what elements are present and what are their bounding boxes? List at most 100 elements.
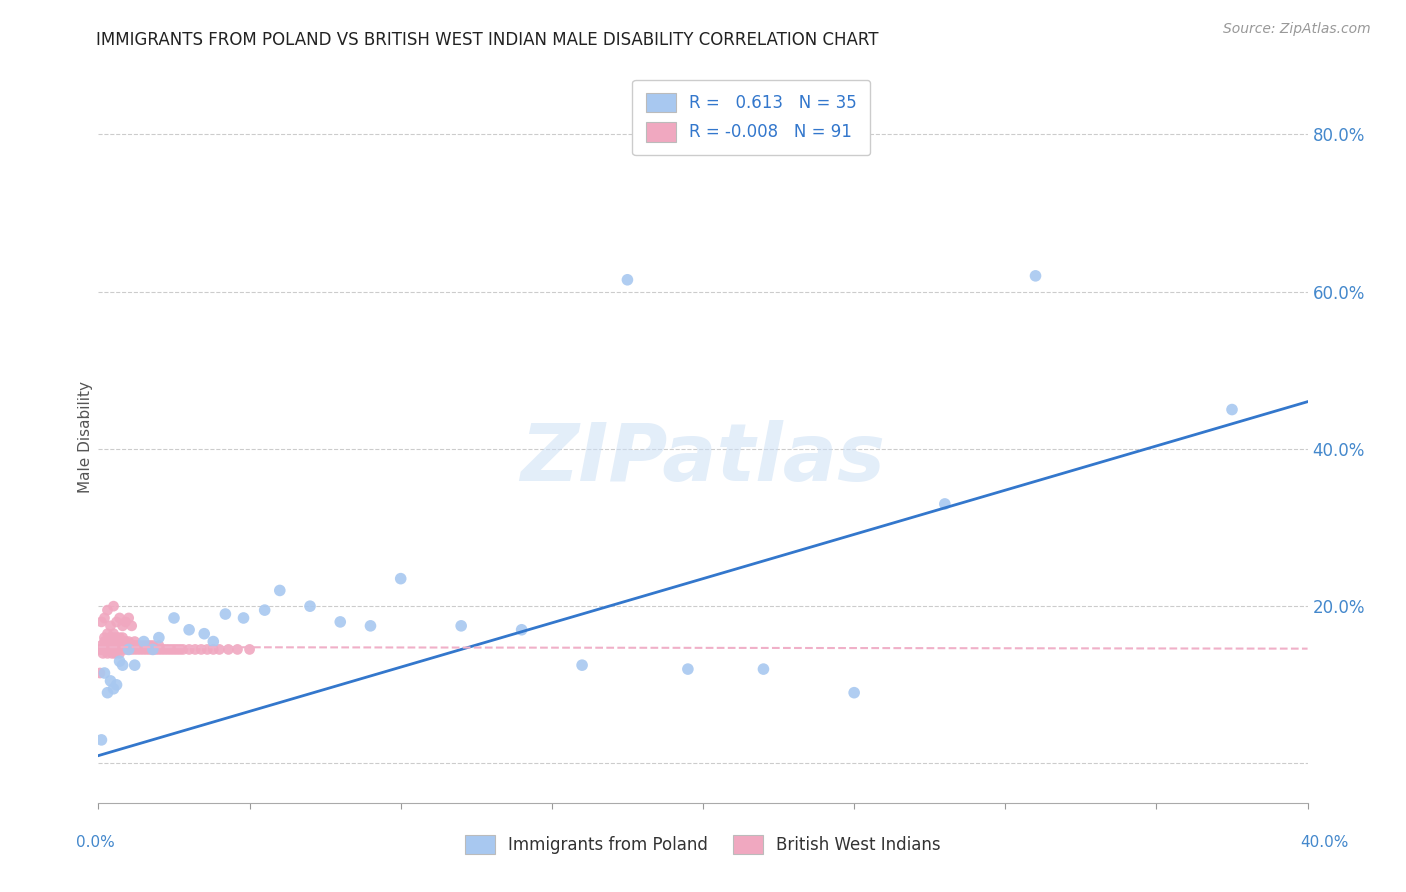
Text: 0.0%: 0.0%: [76, 836, 115, 850]
Point: [108, 654, 131, 668]
Point: [121, 619, 143, 633]
Point: [104, 646, 127, 660]
Point: [129, 639, 152, 653]
Point: [148, 639, 170, 653]
Point: [90, 732, 112, 747]
Point: [105, 631, 128, 645]
Point: [124, 634, 146, 648]
Point: [169, 642, 191, 657]
Point: [114, 642, 136, 657]
Point: [89, 666, 111, 681]
Point: [100, 619, 122, 633]
Point: [111, 634, 134, 648]
Point: [202, 634, 225, 648]
Point: [105, 678, 128, 692]
Point: [96, 634, 118, 648]
Point: [96, 639, 118, 653]
Point: [389, 572, 412, 586]
Point: [232, 611, 254, 625]
Point: [103, 639, 125, 653]
Point: [132, 634, 155, 648]
Point: [111, 639, 134, 653]
Point: [100, 673, 122, 688]
Point: [124, 658, 146, 673]
Point: [103, 642, 125, 657]
Point: [129, 642, 152, 657]
Point: [114, 634, 136, 648]
Point: [111, 619, 134, 633]
Point: [153, 642, 176, 657]
Point: [91, 646, 114, 660]
Point: [100, 631, 122, 645]
Point: [139, 642, 162, 657]
Point: [118, 642, 141, 657]
Point: [145, 642, 167, 657]
Point: [96, 646, 118, 660]
Point: [108, 646, 131, 660]
Point: [156, 642, 179, 657]
Point: [135, 639, 157, 653]
Point: [90, 642, 112, 657]
Point: [253, 603, 276, 617]
Point: [360, 619, 382, 633]
Point: [118, 611, 141, 625]
Point: [193, 626, 215, 640]
Point: [132, 642, 155, 657]
Point: [179, 642, 201, 657]
Point: [111, 631, 134, 645]
Point: [184, 642, 207, 657]
Point: [101, 646, 124, 660]
Point: [121, 642, 143, 657]
Point: [179, 623, 201, 637]
Point: [94, 639, 117, 653]
Point: [111, 658, 134, 673]
Point: [195, 642, 218, 657]
Point: [616, 273, 638, 287]
Point: [226, 642, 249, 657]
Point: [103, 626, 125, 640]
Point: [148, 631, 170, 645]
Point: [93, 611, 115, 625]
Point: [103, 681, 125, 696]
Point: [118, 634, 141, 648]
Point: [110, 642, 132, 657]
Point: [329, 615, 352, 629]
Point: [103, 599, 125, 614]
Point: [105, 642, 128, 657]
Y-axis label: Male Disability: Male Disability: [77, 381, 93, 493]
Point: [571, 658, 593, 673]
Point: [121, 639, 143, 653]
Point: [118, 642, 141, 657]
Point: [142, 639, 165, 653]
Point: [208, 642, 231, 657]
Point: [124, 639, 146, 653]
Point: [214, 607, 236, 621]
Point: [114, 639, 136, 653]
Point: [105, 634, 128, 648]
Point: [96, 626, 118, 640]
Legend: Immigrants from Poland, British West Indians: Immigrants from Poland, British West Ind…: [451, 822, 955, 868]
Point: [142, 642, 165, 657]
Text: IMMIGRANTS FROM POLAND VS BRITISH WEST INDIAN MALE DISABILITY CORRELATION CHART: IMMIGRANTS FROM POLAND VS BRITISH WEST I…: [96, 31, 879, 49]
Point: [93, 666, 115, 681]
Point: [202, 642, 225, 657]
Point: [299, 599, 322, 614]
Point: [124, 642, 146, 657]
Point: [163, 642, 186, 657]
Point: [105, 615, 128, 629]
Point: [450, 619, 472, 633]
Point: [132, 639, 155, 653]
Point: [93, 642, 115, 657]
Point: [752, 662, 775, 676]
Point: [139, 639, 162, 653]
Point: [676, 662, 699, 676]
Point: [105, 639, 128, 653]
Text: 40.0%: 40.0%: [1301, 836, 1348, 850]
Point: [100, 634, 122, 648]
Point: [108, 611, 131, 625]
Point: [163, 611, 186, 625]
Point: [150, 642, 173, 657]
Point: [510, 623, 533, 637]
Point: [1220, 402, 1243, 417]
Point: [142, 642, 165, 657]
